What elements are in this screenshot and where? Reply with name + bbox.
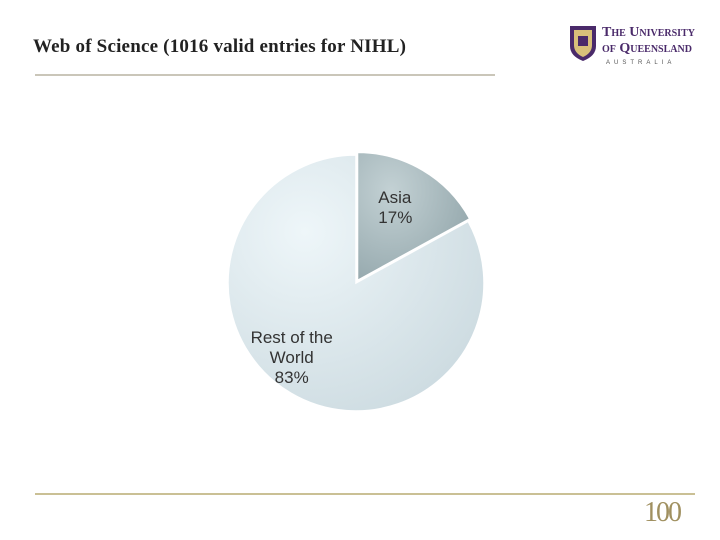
value-label: 17% xyxy=(378,208,413,228)
logo-country: Australia xyxy=(606,60,676,66)
value-label: 83% xyxy=(274,367,309,387)
pie-slice xyxy=(356,151,471,282)
slide-title: Web of Science (1016 valid entries for N… xyxy=(33,36,407,57)
pie-slice xyxy=(227,154,485,412)
pie xyxy=(227,151,485,412)
slice-label: Asia 17% xyxy=(378,188,438,228)
logo-text: The University xyxy=(602,25,695,40)
uq-crest xyxy=(570,26,596,61)
category-label: Rest of the World xyxy=(250,327,333,367)
slice-label: Rest of the World 83% xyxy=(242,328,342,388)
logo-text: of Queensland xyxy=(602,41,692,56)
anniversary-mark: 100 xyxy=(644,497,682,528)
category-label: Asia xyxy=(378,188,412,208)
